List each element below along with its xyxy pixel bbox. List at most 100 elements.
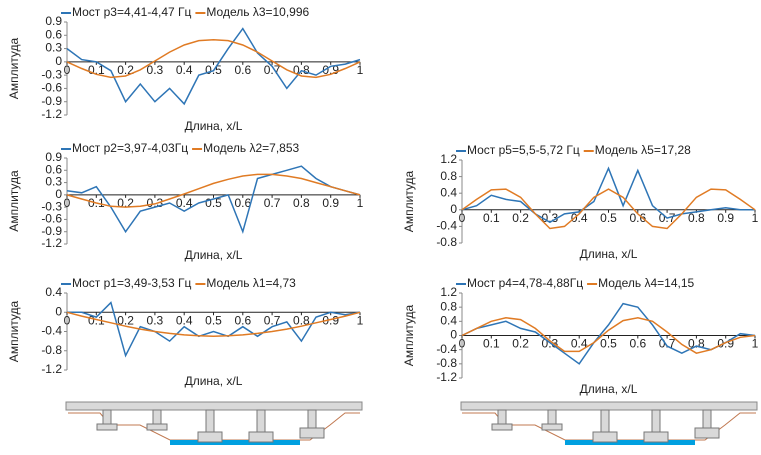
x-tick-label: 0 <box>64 313 71 327</box>
x-tick-label: 0.8 <box>293 196 310 210</box>
x-tick-label: 0.1 <box>88 63 105 77</box>
y-tick-label: 0.3 <box>45 41 62 55</box>
x-tick-label: 0 <box>459 211 466 225</box>
y-tick-label: -0.4 <box>436 342 457 356</box>
x-tick-label: 0.3 <box>147 196 164 210</box>
y-tick-label: 0.3 <box>45 175 62 189</box>
x-tick-label: 0.6 <box>629 337 646 351</box>
y-tick-label: -0.9 <box>41 94 62 108</box>
x-tick-label: 0.4 <box>176 313 193 327</box>
legend-label: Модель λ4=14,15 <box>598 276 694 290</box>
data-line <box>461 302 756 365</box>
y-tick-label: -0.9 <box>41 224 62 238</box>
y-tick-label: 0.8 <box>440 299 457 313</box>
y-tick-label: 0.4 <box>45 285 62 299</box>
legend-label: Модель λ2=7,853 <box>203 141 299 155</box>
y-tick-label: -1.2 <box>41 236 62 250</box>
x-tick-label: 0.8 <box>293 313 310 327</box>
y-tick-label: -0.4 <box>41 324 62 338</box>
y-axis-title: Амплитуда <box>7 37 21 99</box>
x-tick-label: 0.5 <box>600 337 617 351</box>
x-tick-label: 1 <box>357 63 364 77</box>
x-tick-label: 0 <box>64 196 71 210</box>
y-tick-label: 0.6 <box>45 162 62 176</box>
x-tick-label: 1 <box>752 337 759 351</box>
x-tick-label: 0.7 <box>264 313 281 327</box>
x-tick-label: 0.4 <box>571 211 588 225</box>
y-tick-label: 0 <box>55 187 62 201</box>
y-tick-label: -0.8 <box>436 235 457 249</box>
x-tick-label: 0.6 <box>629 211 646 225</box>
y-tick-label: 1.2 <box>440 152 457 166</box>
y-tick-label: 0.4 <box>440 185 457 199</box>
y-axis-title: Амплитуда <box>7 300 21 362</box>
y-axis-title: Амплитуда <box>402 170 416 232</box>
y-tick-label: -0.8 <box>41 343 62 357</box>
data-line <box>67 301 361 358</box>
x-tick-label: 0.6 <box>234 196 251 210</box>
y-tick-label: 0.4 <box>440 314 457 328</box>
x-tick-label: 0.5 <box>600 211 617 225</box>
data-line <box>461 317 756 355</box>
legend-label: Модель λ1=4,73 <box>206 276 296 290</box>
data-line <box>461 166 755 224</box>
y-axis-title: Амплитуда <box>7 170 21 232</box>
y-tick-label: -0.3 <box>41 67 62 81</box>
x-tick-label: 0.8 <box>688 211 705 225</box>
y-tick-label: 0.9 <box>45 14 62 28</box>
x-tick-label: 1 <box>357 313 364 327</box>
y-tick-label: 0.9 <box>45 150 62 164</box>
x-axis-title: Длина, x/L <box>580 382 638 396</box>
data-line <box>66 38 361 79</box>
x-tick-label: 0.6 <box>234 63 251 77</box>
bridge-right <box>460 401 758 445</box>
x-axis-title: Длина, x/L <box>185 374 243 388</box>
x-tick-label: 0.4 <box>571 337 588 351</box>
y-tick-label: -1.2 <box>41 107 62 121</box>
x-tick-label: 0.5 <box>205 196 222 210</box>
y-tick-label: 0 <box>450 328 457 342</box>
legend-label: Модель λ5=17,28 <box>595 143 691 157</box>
y-tick-label: -0.6 <box>41 81 62 95</box>
data-line <box>66 173 361 208</box>
x-axis-title: Длина, x/L <box>185 119 243 133</box>
x-tick-label: 0 <box>459 337 466 351</box>
y-tick-label: 0 <box>55 304 62 318</box>
x-tick-label: 0.5 <box>205 313 222 327</box>
legend-label: Мост p4=4,78-4,88Гц <box>467 276 583 290</box>
y-tick-label: 1.2 <box>440 285 457 299</box>
x-tick-label: 0.2 <box>117 196 134 210</box>
y-tick-label: 0.6 <box>45 27 62 41</box>
x-tick-label: 0.4 <box>176 196 193 210</box>
x-tick-label: 0.1 <box>483 211 500 225</box>
x-axis-title: Длина, x/L <box>580 247 638 261</box>
x-tick-label: 0.4 <box>176 63 193 77</box>
bridge-left <box>65 401 363 445</box>
x-tick-label: 1 <box>752 211 759 225</box>
legend-label: Мост p2=3,97-4,03Гц <box>72 141 188 155</box>
y-tick-label: -1.2 <box>436 370 457 384</box>
x-tick-label: 0.1 <box>88 313 105 327</box>
x-tick-label: 0.2 <box>512 337 529 351</box>
x-tick-label: 0.3 <box>542 211 559 225</box>
y-tick-label: 0 <box>450 202 457 216</box>
x-tick-label: 0.3 <box>147 313 164 327</box>
x-tick-label: 0.2 <box>117 313 134 327</box>
x-tick-label: 0.9 <box>322 313 339 327</box>
x-tick-label: 0.9 <box>717 211 734 225</box>
data-line <box>66 27 361 106</box>
x-tick-label: 0.1 <box>483 337 500 351</box>
x-tick-label: 0.6 <box>234 313 251 327</box>
x-tick-label: 0.7 <box>264 196 281 210</box>
y-axis-title: Амплитуда <box>402 304 416 366</box>
legend-label: Мост p3=4,41-4,47 Гц <box>72 5 192 19</box>
data-line <box>66 165 361 235</box>
legend-label: Мост p5=5,5-5,72 Гц <box>467 143 580 157</box>
y-tick-label: -0.6 <box>41 212 62 226</box>
x-tick-label: 0.2 <box>117 63 134 77</box>
legend-label: Мост p1=3,49-3,53 Гц <box>72 276 192 290</box>
x-tick-label: 1 <box>357 196 364 210</box>
x-tick-label: 0.9 <box>322 196 339 210</box>
x-tick-label: 0.9 <box>322 63 339 77</box>
